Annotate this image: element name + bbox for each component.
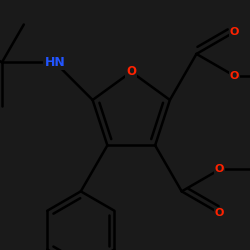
Text: O: O (230, 71, 239, 81)
Text: O: O (230, 27, 239, 37)
Text: O: O (215, 164, 224, 174)
Text: O: O (215, 208, 224, 218)
Text: O: O (126, 65, 136, 78)
Text: HN: HN (45, 56, 66, 69)
